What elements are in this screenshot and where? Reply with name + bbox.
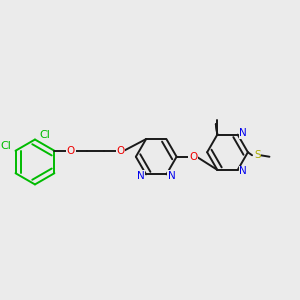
Text: N: N [239, 167, 247, 176]
Text: Cl: Cl [1, 141, 11, 151]
Text: Cl: Cl [39, 130, 50, 140]
Text: N: N [137, 171, 145, 181]
Text: O: O [116, 146, 124, 156]
Text: N: N [239, 128, 247, 138]
Text: O: O [189, 152, 197, 162]
Text: N: N [168, 171, 176, 181]
Text: S: S [254, 150, 261, 160]
Text: O: O [67, 146, 75, 156]
